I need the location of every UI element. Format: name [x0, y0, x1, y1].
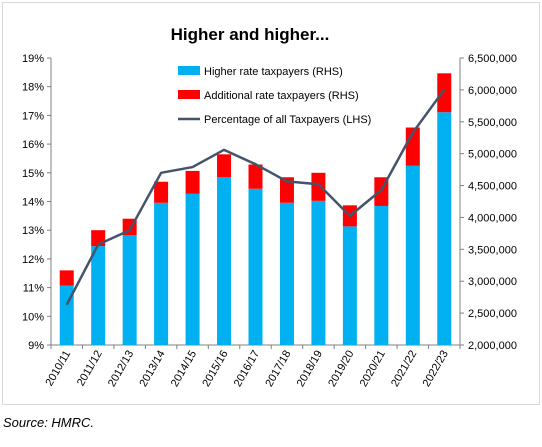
bar-additional-rate — [217, 154, 232, 178]
chart: Higher and higher... 9% 10% 11% 12% 13% 14% 15%… — [22, 25, 517, 389]
bar-higher-rate — [342, 226, 357, 345]
bar-higher-rate — [154, 202, 169, 345]
bar-higher-rate — [437, 112, 452, 345]
right-tick-label: 2,000,000 — [468, 340, 517, 352]
x-tick-label: 2012/13 — [106, 349, 136, 389]
chart-frame — [2, 2, 540, 405]
left-tick-label: 9% — [28, 340, 44, 352]
x-tick-label: 2016/17 — [232, 349, 262, 389]
bar-higher-rate — [122, 235, 137, 345]
right-tick-label: 5,500,000 — [468, 117, 517, 129]
left-tick-label: 16% — [22, 139, 44, 151]
x-tick-label: 2021/22 — [389, 349, 419, 389]
left-tick-label: 10% — [22, 311, 44, 323]
source-note: Source: HMRC. — [3, 415, 95, 430]
left-tick-label: 19% — [22, 53, 44, 65]
right-tick-label: 4,500,000 — [468, 181, 517, 193]
chart-title: Higher and higher... — [171, 25, 330, 44]
bar-additional-rate — [279, 177, 294, 203]
right-tick-label: 2,500,000 — [468, 308, 517, 320]
left-tick-label: 12% — [22, 254, 44, 266]
x-tick-label: 2022/23 — [421, 349, 451, 389]
x-tick-label: 2013/14 — [137, 349, 167, 389]
right-tick-label: 6,000,000 — [468, 85, 517, 97]
right-tick-label: 3,500,000 — [468, 244, 517, 256]
x-tick-label: 2014/15 — [169, 349, 199, 389]
legend-higher-rate-swatch — [178, 66, 200, 75]
legend-additional-rate-swatch — [178, 90, 200, 99]
left-tick-label: 13% — [22, 225, 44, 237]
x-tick-label: 2015/16 — [200, 349, 230, 389]
x-tick-label: 2010/11 — [43, 349, 73, 389]
left-tick-label: 15% — [22, 168, 44, 180]
bar-higher-rate — [311, 200, 326, 345]
bar-additional-rate — [437, 73, 452, 113]
x-tick-label: 2011/12 — [75, 349, 105, 389]
bar-higher-rate — [248, 188, 263, 345]
right-tick-label: 3,000,000 — [468, 276, 517, 288]
bar-higher-rate — [217, 177, 232, 345]
line-percentage-taxpayers — [65, 88, 446, 306]
bar-higher-rate — [405, 165, 420, 345]
left-tick-label: 14% — [22, 197, 44, 209]
bar-additional-rate — [59, 270, 74, 286]
x-tick-label: 2020/21 — [358, 349, 388, 389]
x-tick-label: 2018/19 — [295, 349, 325, 389]
bar-higher-rate — [185, 193, 200, 345]
x-tick-label: 2019/20 — [326, 349, 356, 389]
bar-additional-rate — [248, 164, 263, 189]
x-tick-label: 2017/18 — [263, 349, 293, 389]
bar-additional-rate — [185, 170, 200, 194]
left-tick-label: 18% — [22, 82, 44, 94]
legend-higher-rate-label: Higher rate taxpayers (RHS) — [204, 66, 343, 78]
legend-percentage-label: Percentage of all Taxpayers (LHS) — [204, 114, 371, 126]
bar-higher-rate — [374, 205, 389, 345]
bar-additional-rate — [154, 181, 169, 203]
left-tick-label: 17% — [22, 110, 44, 122]
right-tick-label: 5,000,000 — [468, 149, 517, 161]
bar-higher-rate — [91, 246, 106, 345]
bar-additional-rate — [311, 172, 326, 201]
right-tick-label: 4,000,000 — [468, 212, 517, 224]
left-tick-label: 11% — [23, 283, 44, 295]
legend-additional-rate-label: Additional rate taxpayers (RHS) — [204, 90, 359, 102]
right-tick-label: 6,500,000 — [468, 53, 517, 65]
bar-higher-rate — [279, 202, 294, 345]
